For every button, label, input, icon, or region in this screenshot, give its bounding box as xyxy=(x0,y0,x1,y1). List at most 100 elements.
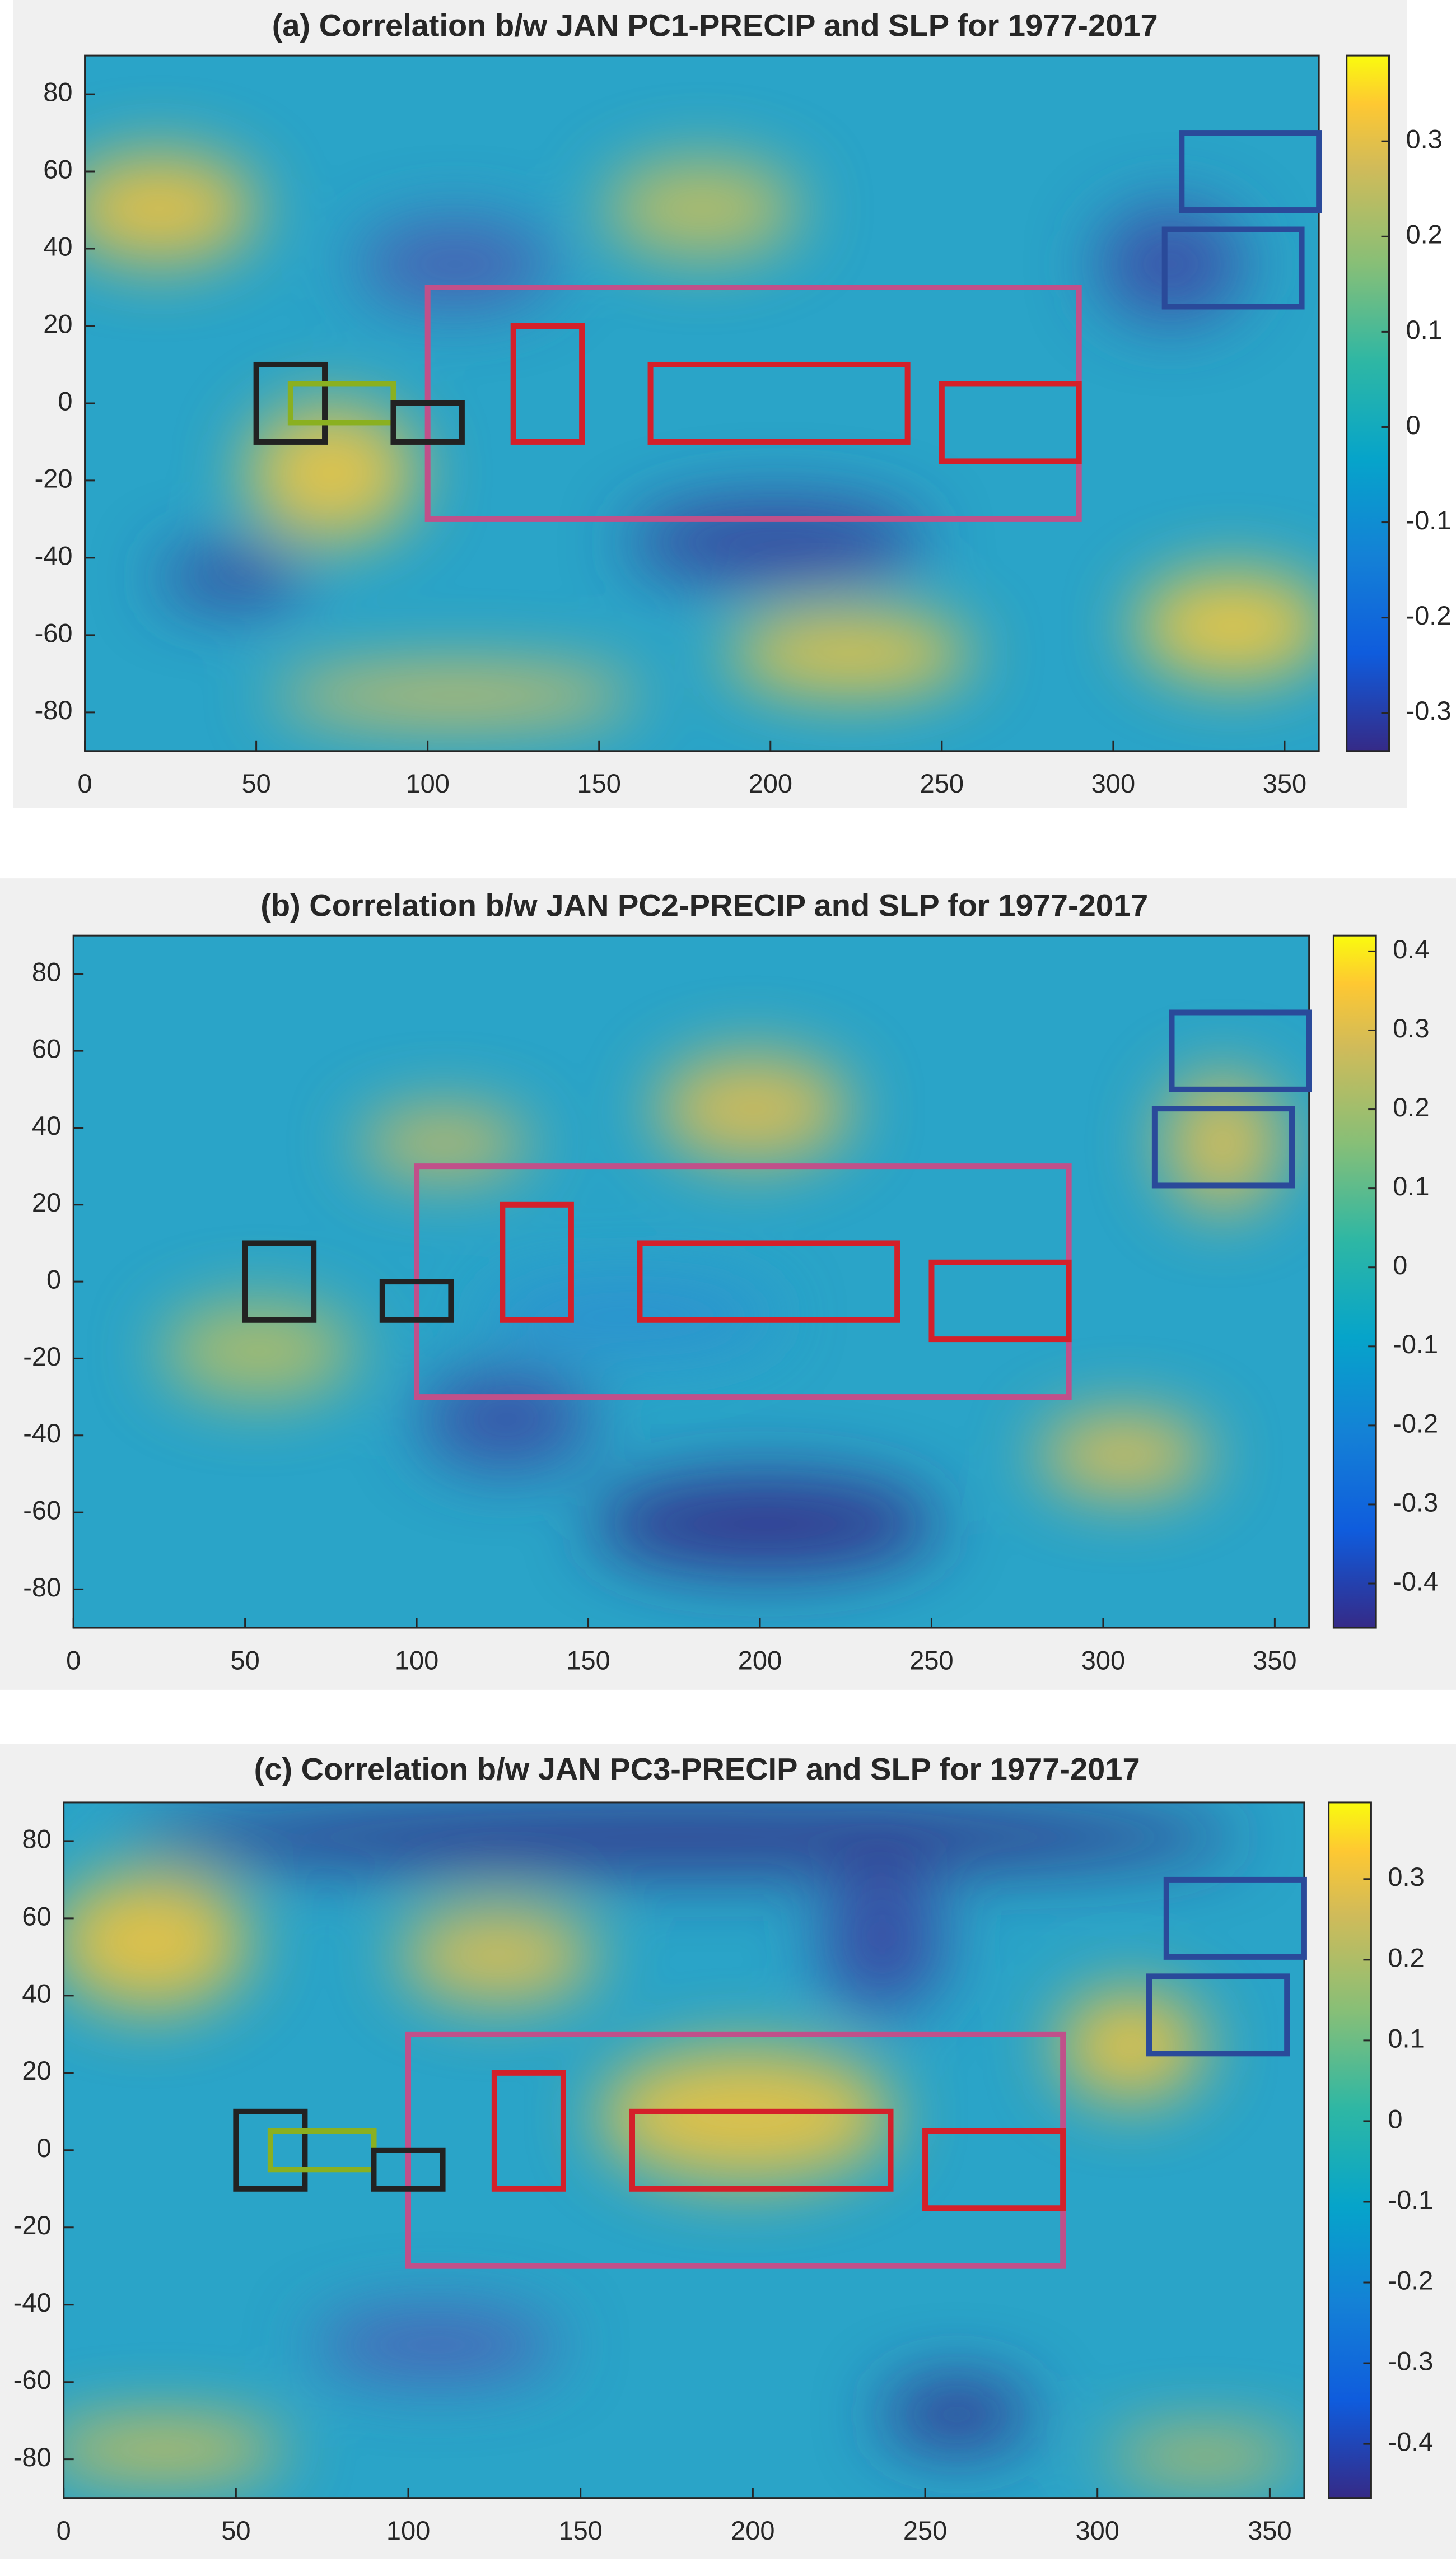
heatmap-blob xyxy=(398,1907,598,2005)
colorbar-tick-label: 0 xyxy=(1393,1250,1407,1280)
colorbar-tick-label: 0.2 xyxy=(1406,220,1442,249)
y-tick-label: 60 xyxy=(22,1901,51,1931)
x-tick-label: 150 xyxy=(577,768,621,798)
y-tick-label: 0 xyxy=(58,386,72,416)
x-tick-label: 250 xyxy=(909,1645,953,1675)
colorbar-tick-label: -0.1 xyxy=(1406,505,1451,535)
panel: (c) Correlation b/w JAN PC3-PRECIP and S… xyxy=(0,1744,1456,2560)
y-tick-label: -80 xyxy=(23,1572,61,1602)
x-tick-label: 50 xyxy=(241,768,270,798)
y-tick-label: -40 xyxy=(35,541,73,570)
heatmap-blob xyxy=(158,549,307,605)
y-tick-label: -40 xyxy=(13,2288,52,2317)
region-box xyxy=(371,2147,446,2192)
heatmap-blob xyxy=(63,2421,287,2477)
chart-title: (a) Correlation b/w JAN PC1-PRECIP and S… xyxy=(272,7,1158,43)
colorbar xyxy=(1328,1801,1372,2499)
y-tick-label: 20 xyxy=(32,1187,61,1217)
colorbar-tick-label: -0.3 xyxy=(1388,2346,1433,2376)
y-tick-label: -20 xyxy=(13,2210,52,2240)
heatmap-blob xyxy=(125,1802,1243,1872)
y-tick-label: -80 xyxy=(35,695,73,725)
heatmap-blob xyxy=(1056,1990,1205,2102)
y-tick-label: 20 xyxy=(43,309,72,338)
x-tick-label: 350 xyxy=(1248,2516,1291,2545)
region-box xyxy=(390,400,465,445)
region-box xyxy=(1161,226,1305,310)
region-box xyxy=(922,2128,1066,2211)
x-tick-label: 100 xyxy=(395,1645,438,1675)
x-tick-label: 300 xyxy=(1076,2516,1119,2545)
heatmap-blob xyxy=(1037,1413,1211,1497)
region-box xyxy=(253,361,328,445)
colorbar-tick-label: 0.3 xyxy=(1406,124,1442,154)
x-tick-label: 200 xyxy=(731,2516,774,2545)
heatmap-blob xyxy=(63,1872,250,2011)
x-tick-label: 0 xyxy=(57,2516,71,2545)
x-tick-label: 150 xyxy=(558,2516,602,2545)
region-box xyxy=(491,2070,566,2192)
colorbar-tick-label: -0.2 xyxy=(1406,600,1451,630)
colorbar-tick-label: 0 xyxy=(1406,410,1420,440)
y-tick-label: 60 xyxy=(32,1034,61,1064)
heatmap-blob xyxy=(1160,1074,1285,1213)
heatmap-blob xyxy=(160,1302,358,1400)
colorbar-tick-label: -0.1 xyxy=(1388,2184,1433,2214)
chart-title: (b) Correlation b/w JAN PC2-PRECIP and S… xyxy=(260,887,1148,923)
heatmap-blob xyxy=(245,403,418,543)
x-tick-label: 350 xyxy=(1253,1645,1296,1675)
x-tick-label: 50 xyxy=(230,1645,259,1675)
heatmap-blob xyxy=(726,612,974,696)
region-box xyxy=(928,1259,1072,1343)
colorbar xyxy=(1332,934,1377,1629)
y-tick-label: 60 xyxy=(43,154,72,184)
x-tick-label: 50 xyxy=(221,2516,250,2545)
heatmap-blob xyxy=(1133,570,1319,682)
x-tick-label: 300 xyxy=(1091,768,1135,798)
region-box xyxy=(647,361,911,445)
region-box xyxy=(637,1240,900,1323)
heatmap-blob xyxy=(85,152,258,264)
region-box xyxy=(500,1201,574,1323)
colorbar xyxy=(1346,54,1390,752)
region-box xyxy=(1169,1009,1312,1092)
panel: (b) Correlation b/w JAN PC2-PRECIP and S… xyxy=(0,878,1456,1690)
heatmap-blob xyxy=(270,667,641,724)
y-tick-label: 0 xyxy=(37,2133,52,2163)
colorbar-tick-label: 0.3 xyxy=(1388,1862,1424,1892)
colorbar-tick-label: 0.3 xyxy=(1393,1013,1429,1043)
heatmap-blob xyxy=(1105,2435,1304,2477)
x-tick-label: 200 xyxy=(738,1645,782,1675)
y-tick-label: -60 xyxy=(35,618,73,648)
panel: (a) Correlation b/w JAN PC1-PRECIP and S… xyxy=(13,0,1451,808)
y-tick-label: -60 xyxy=(13,2365,52,2395)
x-tick-label: 0 xyxy=(77,768,92,798)
colorbar-tick-label: -0.3 xyxy=(1393,1487,1438,1517)
colorbar-tick-label: 0.4 xyxy=(1393,934,1429,964)
x-tick-label: 250 xyxy=(920,768,964,798)
heatmap-blob xyxy=(882,2379,1032,2449)
heatmap-blob xyxy=(311,2310,560,2380)
y-tick-label: -40 xyxy=(23,1418,61,1448)
region-box xyxy=(1146,1973,1290,2057)
heatmap-field xyxy=(63,1802,1304,2498)
y-tick-label: 80 xyxy=(22,1824,51,1853)
colorbar-tick-label: 0.1 xyxy=(1406,315,1442,344)
region-box xyxy=(1151,1106,1295,1189)
region-box xyxy=(1179,130,1322,213)
colorbar-tick-label: -0.2 xyxy=(1393,1408,1438,1438)
x-tick-label: 150 xyxy=(566,1645,610,1675)
heatmap-blob xyxy=(654,1053,852,1164)
x-tick-label: 300 xyxy=(1081,1645,1125,1675)
x-tick-label: 250 xyxy=(903,2516,947,2545)
y-tick-label: 40 xyxy=(43,231,72,261)
colorbar-tick-label: -0.4 xyxy=(1393,1566,1438,1596)
heatmap-blob xyxy=(1096,208,1245,320)
y-tick-label: 20 xyxy=(22,2056,51,2085)
heatmap-blobs xyxy=(63,1802,1304,2477)
y-tick-label: -60 xyxy=(23,1495,61,1525)
y-tick-label: 40 xyxy=(32,1111,61,1140)
x-tick-label: 0 xyxy=(66,1645,81,1675)
